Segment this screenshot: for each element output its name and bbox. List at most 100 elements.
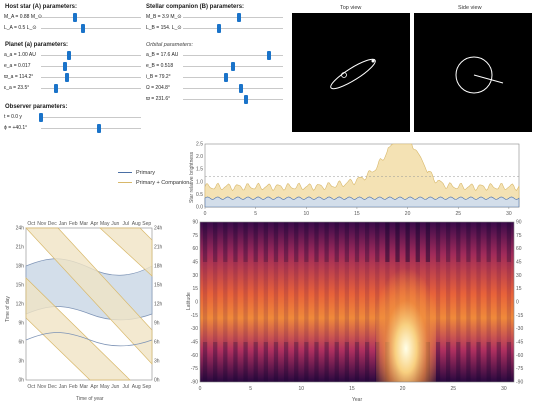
planet-param-row: ε_a = 23.5° <box>4 84 145 93</box>
brightness-xtick: 15 <box>354 211 360 217</box>
calendar-month-top: Oct <box>27 221 35 227</box>
planet-param-slider-thumb[interactable] <box>63 62 67 71</box>
host_star-param-slider-thumb[interactable] <box>81 24 85 33</box>
heatmap-base <box>200 222 514 382</box>
observer-param-row: ϕ = +40.1° <box>4 124 145 133</box>
heatmap-ytick-right: 15 <box>516 286 522 292</box>
planet-param-row: ϖ_a = 114.2° <box>4 73 145 82</box>
calendar-hour-left: 24h <box>16 226 25 232</box>
companion-orbit <box>330 58 376 90</box>
orbital-param-slider-thumb[interactable] <box>267 51 271 60</box>
calendar-month-top: Jun <box>111 221 119 227</box>
heatmap-ytick-left: 45 <box>192 260 198 266</box>
planet-param-row: a_a = 1.00 AU <box>4 51 145 60</box>
heatmap-xlabel: Year <box>352 397 362 403</box>
host_star-param-label: M_A = 0.88 M_⊙ <box>4 14 42 20</box>
legend-companion-label: Primary + Companion <box>136 180 190 186</box>
planet-param-slider-thumb[interactable] <box>65 73 69 82</box>
brightness-xtick: 20 <box>405 211 411 217</box>
observer-param-row: t = 0.0 y <box>4 113 145 122</box>
heatmap-ytick-right: 45 <box>516 260 522 266</box>
calendar-month-top: Nov <box>37 221 46 227</box>
calendar-hour-left: 18h <box>16 264 25 270</box>
calendar-hour-right: 0h <box>154 378 160 384</box>
calendar-month-bottom: Feb <box>69 384 78 390</box>
host_star-param-label: L_A = 0.5 L_⊙ <box>4 25 37 31</box>
heatmap-hotspot <box>376 248 436 382</box>
companion-param-row: L_B = 154. L_⊙ <box>146 24 287 33</box>
calendar-month-bottom: Mar <box>79 384 88 390</box>
companion-param-slider-track[interactable] <box>183 17 283 18</box>
calendar-hour-left: 15h <box>16 283 25 289</box>
calendar-band-2 <box>25 277 131 381</box>
brightness-ytick: 2.5 <box>196 142 203 148</box>
side-orbit-line <box>473 74 504 84</box>
calendar-month-bottom: Aug <box>132 384 141 390</box>
orbital-param-slider-thumb[interactable] <box>239 84 243 93</box>
companion-param-label: M_B = 3.9 M_⊙ <box>146 14 182 20</box>
brightness-ytick: 2.0 <box>196 154 203 160</box>
orbital-param-slider-track[interactable] <box>183 88 283 89</box>
calendar-month-top: Aug <box>132 221 141 227</box>
host_star-param-slider-track[interactable] <box>41 28 141 29</box>
calendar-month-bottom: Jul <box>123 384 129 390</box>
orbital-param-slider-thumb[interactable] <box>244 95 248 104</box>
companion-param-slider-track[interactable] <box>183 28 283 29</box>
calendar-month-bottom: Dec <box>48 384 57 390</box>
brightness-xtick: 25 <box>455 211 461 217</box>
top-view-title: Top view <box>340 5 362 11</box>
heatmap-ylabel: Latitude <box>186 292 192 310</box>
orbital-param-label: i_B = 79.2° <box>146 74 171 80</box>
orbital-param-label: Ω = 204.8° <box>146 85 170 91</box>
heatmap-xtick: 30 <box>501 386 507 392</box>
companion-param-slider-thumb[interactable] <box>237 13 241 22</box>
calendar-hour-left: 6h <box>18 340 24 346</box>
calendar-hour-right: 15h <box>154 283 163 289</box>
planet-param-row: e_a = 0.017 <box>4 62 145 71</box>
side-orbit-circle <box>455 56 493 94</box>
planet-orbit <box>341 72 347 78</box>
top-view-canvas <box>292 13 410 132</box>
planet-param-slider-track[interactable] <box>41 55 141 56</box>
heatmap-ytick-right: -75 <box>516 366 523 372</box>
planet-param-label: a_a = 1.00 AU <box>4 52 36 58</box>
orbital-param-slider-track[interactable] <box>183 99 283 100</box>
heatmap-ytick-left: 60 <box>192 246 198 252</box>
observer-param-slider-thumb[interactable] <box>39 113 43 122</box>
orbital-param-slider-thumb[interactable] <box>231 62 235 71</box>
host_star-param-row: M_A = 0.88 M_⊙ <box>4 13 145 22</box>
orbital-param-slider-thumb[interactable] <box>224 73 228 82</box>
planet-param-slider-thumb[interactable] <box>54 84 58 93</box>
planet-param-slider-thumb[interactable] <box>67 51 71 60</box>
brightness-ytick: 0.0 <box>196 205 203 211</box>
heatmap-ytick-right: 0 <box>516 300 519 306</box>
companion-param-label: L_B = 154. L_⊙ <box>146 25 182 31</box>
planet-param-slider-track[interactable] <box>41 88 141 89</box>
observer-param-label: t = 0.0 y <box>4 114 22 120</box>
companion-star <box>371 59 375 63</box>
heatmap-ytick-right: 60 <box>516 246 522 252</box>
orbital-param-slider-track[interactable] <box>183 55 283 56</box>
companion-param-slider-thumb[interactable] <box>217 24 221 33</box>
heatmap-ytick-left: -75 <box>191 366 198 372</box>
orbital-param-label: a_B = 17.6 AU <box>146 52 179 58</box>
calendar-hour-right: 18h <box>154 264 163 270</box>
host_star-param-row: L_A = 0.5 L_⊙ <box>4 24 145 33</box>
planet-param-slider-track[interactable] <box>41 77 141 78</box>
planet-param-label: e_a = 0.017 <box>4 63 31 69</box>
observer-header: Observer parameters: <box>5 104 68 110</box>
heatmap-ytick-left: -90 <box>191 380 198 386</box>
observer-param-slider-track[interactable] <box>41 117 141 118</box>
heatmap-ytick-right: -30 <box>516 326 523 332</box>
calendar-month-top: Feb <box>69 221 78 227</box>
orbital-param-slider-track[interactable] <box>183 77 283 78</box>
planet-param-slider-track[interactable] <box>41 66 141 67</box>
host_star-param-slider-track[interactable] <box>41 17 141 18</box>
calendar-band-1 <box>25 227 153 365</box>
observer-param-slider-thumb[interactable] <box>97 124 101 133</box>
observer-param-slider-track[interactable] <box>41 128 141 129</box>
heatmap-ytick-left: 30 <box>192 273 198 279</box>
host_star-param-slider-thumb[interactable] <box>73 13 77 22</box>
orbital-param-label: ϖ = 231.6° <box>146 96 171 102</box>
parameter-panel: Host star (A) parameters: M_A = 0.88 M_⊙… <box>0 0 290 140</box>
